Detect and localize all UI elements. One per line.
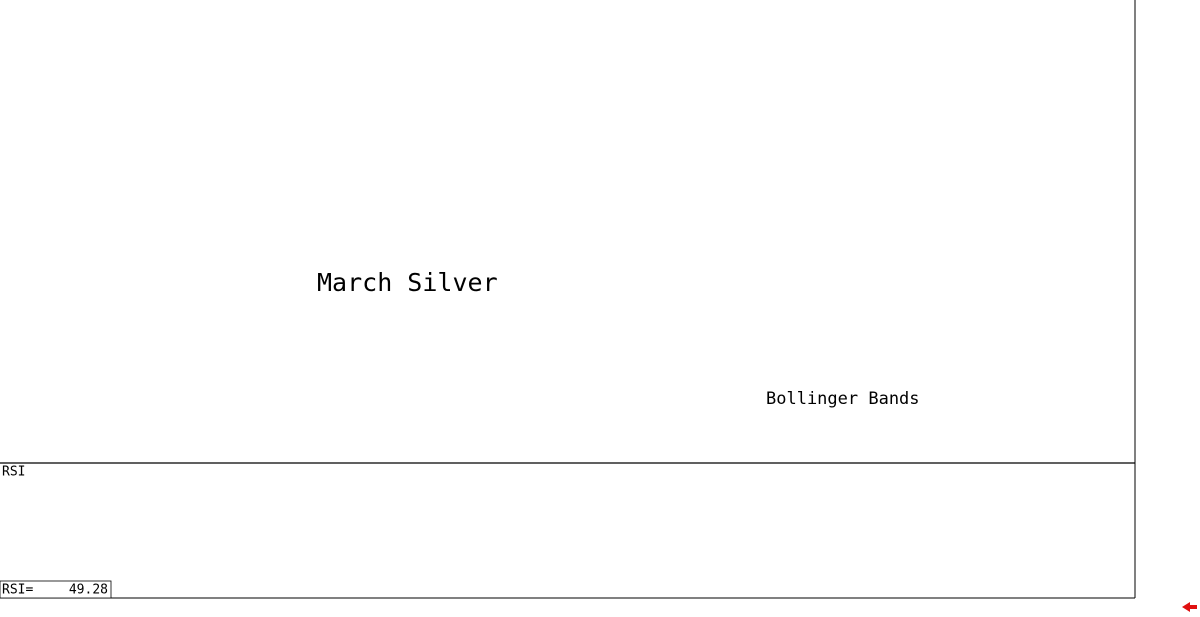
rsi-readout-box [0,580,112,599]
chart-title: March Silver [317,268,498,297]
scroll-arrow[interactable] [1182,602,1197,612]
rsi-readout-value: 49.28 [69,583,108,598]
annotation: Bollinger Bands [766,389,920,409]
rsi-title: RSI [2,465,25,480]
rsi-readout-label: RSI= [2,583,33,598]
